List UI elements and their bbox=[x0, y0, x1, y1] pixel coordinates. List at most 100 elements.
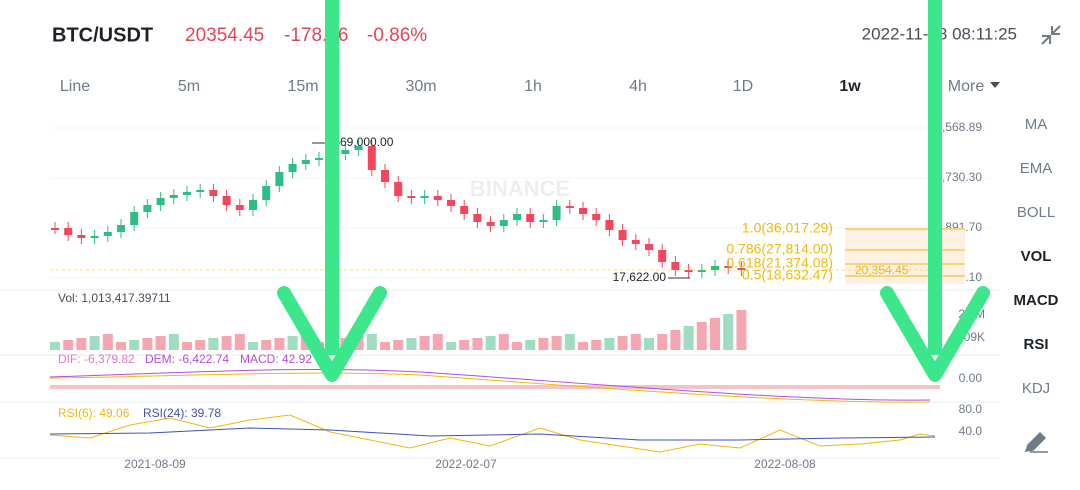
volume-bar bbox=[710, 318, 720, 350]
candle-body bbox=[301, 160, 310, 164]
draw-icon[interactable] bbox=[1024, 431, 1048, 453]
timeframe-tab[interactable]: 1w bbox=[839, 78, 861, 95]
candle-body bbox=[460, 206, 469, 214]
indicator-button[interactable]: RSI bbox=[1023, 336, 1048, 353]
timeframe-tab[interactable]: 4h bbox=[629, 78, 647, 95]
candle-body bbox=[64, 228, 73, 235]
low-label: 17,622.00 bbox=[613, 270, 667, 284]
watermark: BINANCE bbox=[470, 176, 570, 201]
volume-bar bbox=[446, 342, 456, 350]
rsi6-line bbox=[49, 414, 936, 453]
dropdown-icon bbox=[990, 82, 1000, 88]
rsi-axis-label: 40.0 bbox=[959, 424, 983, 438]
candle-body bbox=[354, 146, 363, 150]
indicator-button[interactable]: VOL bbox=[1021, 248, 1052, 265]
candle-body bbox=[473, 214, 482, 222]
timeframe-tab[interactable]: 1h bbox=[524, 78, 542, 95]
date-label: 2022-08-08 bbox=[754, 457, 816, 471]
volume-bar bbox=[287, 336, 298, 350]
candle-body bbox=[645, 244, 653, 250]
indicator-button[interactable]: EMA bbox=[1020, 160, 1053, 177]
volume-bar bbox=[432, 334, 443, 350]
volume-bar bbox=[248, 342, 258, 350]
candle-body bbox=[117, 225, 125, 232]
timeframe-tab[interactable]: 15m bbox=[287, 78, 318, 95]
volume-bar bbox=[142, 338, 153, 350]
candle-body bbox=[447, 200, 455, 206]
date-label: 2022-02-07 bbox=[435, 457, 497, 471]
volume-bar bbox=[736, 310, 747, 350]
candle-body bbox=[169, 195, 178, 198]
collapse-icon[interactable] bbox=[1041, 25, 1061, 45]
volume-bar bbox=[182, 342, 192, 350]
arrow-head bbox=[277, 286, 387, 382]
timeframe-tab[interactable]: 1D bbox=[733, 78, 753, 95]
candle-body bbox=[103, 232, 112, 236]
price-axis-label: 48,730.30 bbox=[929, 170, 983, 184]
change-pct: -0.86% bbox=[367, 25, 427, 46]
macd-dem: DEM: -6,422.74 bbox=[145, 352, 229, 366]
volume-bar bbox=[393, 340, 404, 350]
volume-bar bbox=[696, 322, 707, 350]
volume-bar bbox=[551, 336, 562, 350]
candle-body bbox=[407, 196, 416, 198]
indicator-button[interactable]: MA bbox=[1025, 116, 1048, 133]
candle-body bbox=[156, 198, 165, 205]
rsi24-line bbox=[49, 427, 936, 441]
indicator-button[interactable]: BOLL bbox=[1017, 204, 1055, 221]
candle-body bbox=[249, 200, 257, 210]
volume-bar bbox=[670, 330, 681, 350]
candle-body bbox=[183, 192, 191, 195]
volume-bar bbox=[274, 338, 285, 350]
candle-body bbox=[565, 206, 574, 208]
timeframe-tab[interactable]: Line bbox=[60, 78, 90, 95]
volume-bar bbox=[366, 334, 377, 350]
candle-body bbox=[671, 262, 680, 270]
candle-body bbox=[539, 220, 548, 222]
candle-body bbox=[90, 236, 99, 238]
dem-line bbox=[49, 372, 931, 403]
fib-label: 1.0(36,017.29) bbox=[742, 220, 833, 236]
volume-bar bbox=[63, 340, 74, 350]
rsi-axis-label: 80.0 bbox=[959, 402, 983, 416]
price-axis-label: 64,568.89 bbox=[929, 120, 983, 134]
candle-body bbox=[420, 196, 429, 198]
timeframe-tab[interactable]: 5m bbox=[178, 78, 200, 95]
last-price-label: 20,354.45 bbox=[855, 263, 909, 277]
candle-body bbox=[711, 266, 719, 270]
volume-bar bbox=[578, 342, 588, 350]
candle-body bbox=[209, 190, 218, 196]
candle-body bbox=[433, 196, 442, 200]
volume-bar bbox=[485, 336, 496, 350]
candle-body bbox=[618, 230, 627, 240]
fib-label: 0.5(18,632.47) bbox=[742, 267, 833, 283]
candle-body bbox=[552, 206, 561, 220]
timeframe-tab[interactable]: 30m bbox=[405, 78, 436, 95]
volume-bar bbox=[617, 336, 628, 350]
volume-bar bbox=[234, 334, 245, 350]
candle-body bbox=[592, 214, 601, 220]
macd-axis-label: 0.00 bbox=[959, 371, 983, 385]
pair: BTC/USDT bbox=[52, 24, 153, 46]
timeframe-tab[interactable]: More bbox=[948, 78, 985, 95]
candle-body bbox=[275, 172, 284, 186]
volume-bar bbox=[723, 314, 734, 350]
candle-body bbox=[513, 214, 521, 220]
volume-bar bbox=[195, 340, 206, 350]
volume-bar bbox=[459, 340, 470, 350]
volume-bar bbox=[644, 338, 654, 350]
candle-body bbox=[196, 190, 205, 192]
indicator-button[interactable]: KDJ bbox=[1022, 380, 1050, 397]
volume-bar bbox=[380, 342, 390, 350]
volume-bar bbox=[564, 334, 575, 350]
volume-bar bbox=[630, 334, 641, 350]
candle-body bbox=[288, 164, 297, 172]
candle-body bbox=[684, 270, 693, 272]
indicator-button[interactable]: MACD bbox=[1014, 292, 1059, 309]
volume-bar bbox=[683, 326, 694, 350]
volume-bar bbox=[604, 338, 615, 350]
arrow-shaft bbox=[325, 0, 339, 355]
candle-body bbox=[51, 228, 59, 230]
arrow-head bbox=[880, 286, 990, 382]
